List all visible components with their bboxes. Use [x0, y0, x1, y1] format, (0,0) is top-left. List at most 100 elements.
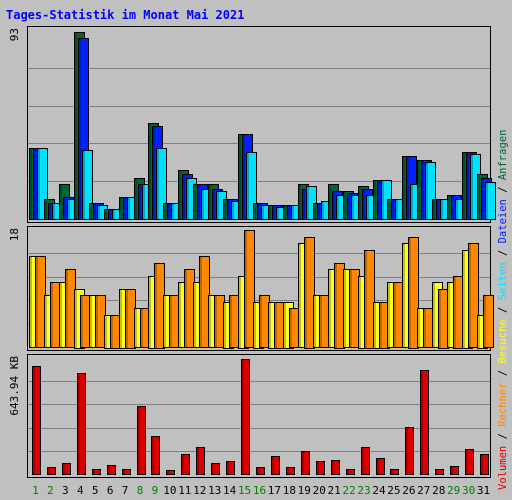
bar-volumen-day-30	[465, 449, 474, 475]
bar-shade	[149, 124, 151, 219]
panel-frame	[27, 26, 491, 223]
bar-shade	[407, 157, 409, 219]
day-label-21: 21	[328, 484, 341, 497]
bar-shade	[275, 303, 277, 348]
bar-shade	[53, 204, 55, 219]
bar-shade	[109, 210, 111, 219]
bar-shade	[45, 296, 47, 347]
bar-shade	[478, 316, 480, 348]
bar-shade	[478, 175, 480, 219]
bar-volumen-day-18	[286, 467, 295, 475]
bar-shade	[314, 204, 316, 219]
bar-shade	[471, 155, 473, 219]
bar-shade	[403, 157, 405, 219]
day-label-13: 13	[208, 484, 221, 497]
bar-shade	[439, 290, 441, 348]
bar-volumen-day-14	[226, 461, 235, 475]
bar-seiten-day-31	[485, 182, 496, 220]
bar-shade	[200, 257, 202, 347]
y-max-label: 643.94 KB	[8, 356, 21, 416]
bar-shade	[224, 303, 226, 348]
bar-volumen-day-28	[435, 469, 444, 475]
bar-shade	[262, 206, 264, 219]
bar-volumen-day-2	[47, 467, 56, 475]
chart-panel-2	[27, 226, 494, 351]
day-label-9: 9	[152, 484, 159, 497]
bar-shade	[153, 127, 155, 219]
bar-shade	[352, 196, 354, 219]
bar-shade	[463, 153, 465, 219]
bar-volumen-day-21	[331, 460, 340, 475]
bar-shade	[164, 204, 166, 219]
bar-shade	[135, 309, 137, 347]
day-label-17: 17	[268, 484, 281, 497]
bar-shade	[45, 200, 47, 219]
bar-shade	[302, 452, 304, 474]
day-label-19: 19	[298, 484, 311, 497]
bar-shade	[141, 309, 143, 347]
day-label-26: 26	[402, 484, 415, 497]
bar-shade	[394, 283, 396, 347]
bar-shade	[183, 175, 185, 219]
bar-shade	[382, 181, 384, 219]
day-label-29: 29	[447, 484, 460, 497]
bar-shade	[60, 283, 62, 347]
bar-shade	[164, 296, 166, 347]
bar-shade	[75, 290, 77, 348]
bar-shade	[269, 206, 271, 219]
bar-shade	[228, 200, 230, 219]
bar-shade	[374, 181, 376, 219]
bar-shade	[437, 200, 439, 219]
bar-volumen-day-10	[166, 470, 175, 475]
bar-rechner-day-19	[304, 237, 315, 349]
bar-shade	[350, 270, 352, 347]
bar-volumen-day-23	[361, 447, 370, 475]
day-label-4: 4	[77, 484, 84, 497]
bar-shade	[34, 149, 36, 219]
bar-volumen-day-24	[376, 458, 385, 475]
bar-volumen-day-9	[151, 436, 160, 475]
bar-rechner-day-15	[244, 230, 255, 348]
bar-shade	[258, 204, 260, 219]
bar-shade	[299, 185, 301, 219]
bar-shade	[454, 277, 456, 348]
x-axis-day-labels: 1 2 3 4 5 6 7 8 9 10 11 12 13 14 15 16 17 18 19 20 21 22 23 24 2…	[32, 484, 490, 497]
bar-shade	[139, 185, 141, 219]
bar-shade	[284, 303, 286, 348]
bar-shade	[320, 296, 322, 347]
bar-volumen-day-31	[480, 454, 489, 475]
chart-panel-3	[27, 354, 491, 478]
bar-volumen-day-20	[316, 461, 325, 475]
bar-shade	[172, 204, 174, 219]
bar-shade	[90, 296, 92, 347]
bar-shade	[245, 231, 247, 347]
bar-shade	[60, 185, 62, 219]
bar-shade	[441, 200, 443, 219]
bar-shade	[424, 309, 426, 347]
day-label-5: 5	[92, 484, 99, 497]
bar-shade	[224, 200, 226, 219]
bar-shade	[123, 470, 125, 474]
bar-shade	[388, 283, 390, 347]
bar-shade	[273, 206, 275, 219]
bar-volumen-day-27	[420, 370, 429, 475]
bar-seiten-day-15	[246, 152, 257, 220]
bar-shade	[187, 179, 189, 219]
bar-shade	[335, 264, 337, 348]
bar-shade	[227, 462, 229, 474]
bar-shade	[456, 200, 458, 219]
bar-shade	[362, 448, 364, 474]
bar-shade	[194, 283, 196, 347]
bar-volumen-day-29	[450, 466, 459, 475]
bar-shade	[260, 296, 262, 347]
bar-shade	[347, 470, 349, 474]
bar-shade	[38, 149, 40, 219]
bar-shade	[94, 204, 96, 219]
bar-volumen-day-5	[92, 469, 101, 475]
bar-shade	[113, 210, 115, 219]
legend-separator: /	[497, 364, 509, 383]
bar-shade	[299, 244, 301, 347]
bar-shade	[170, 296, 172, 347]
day-label-27: 27	[417, 484, 430, 497]
